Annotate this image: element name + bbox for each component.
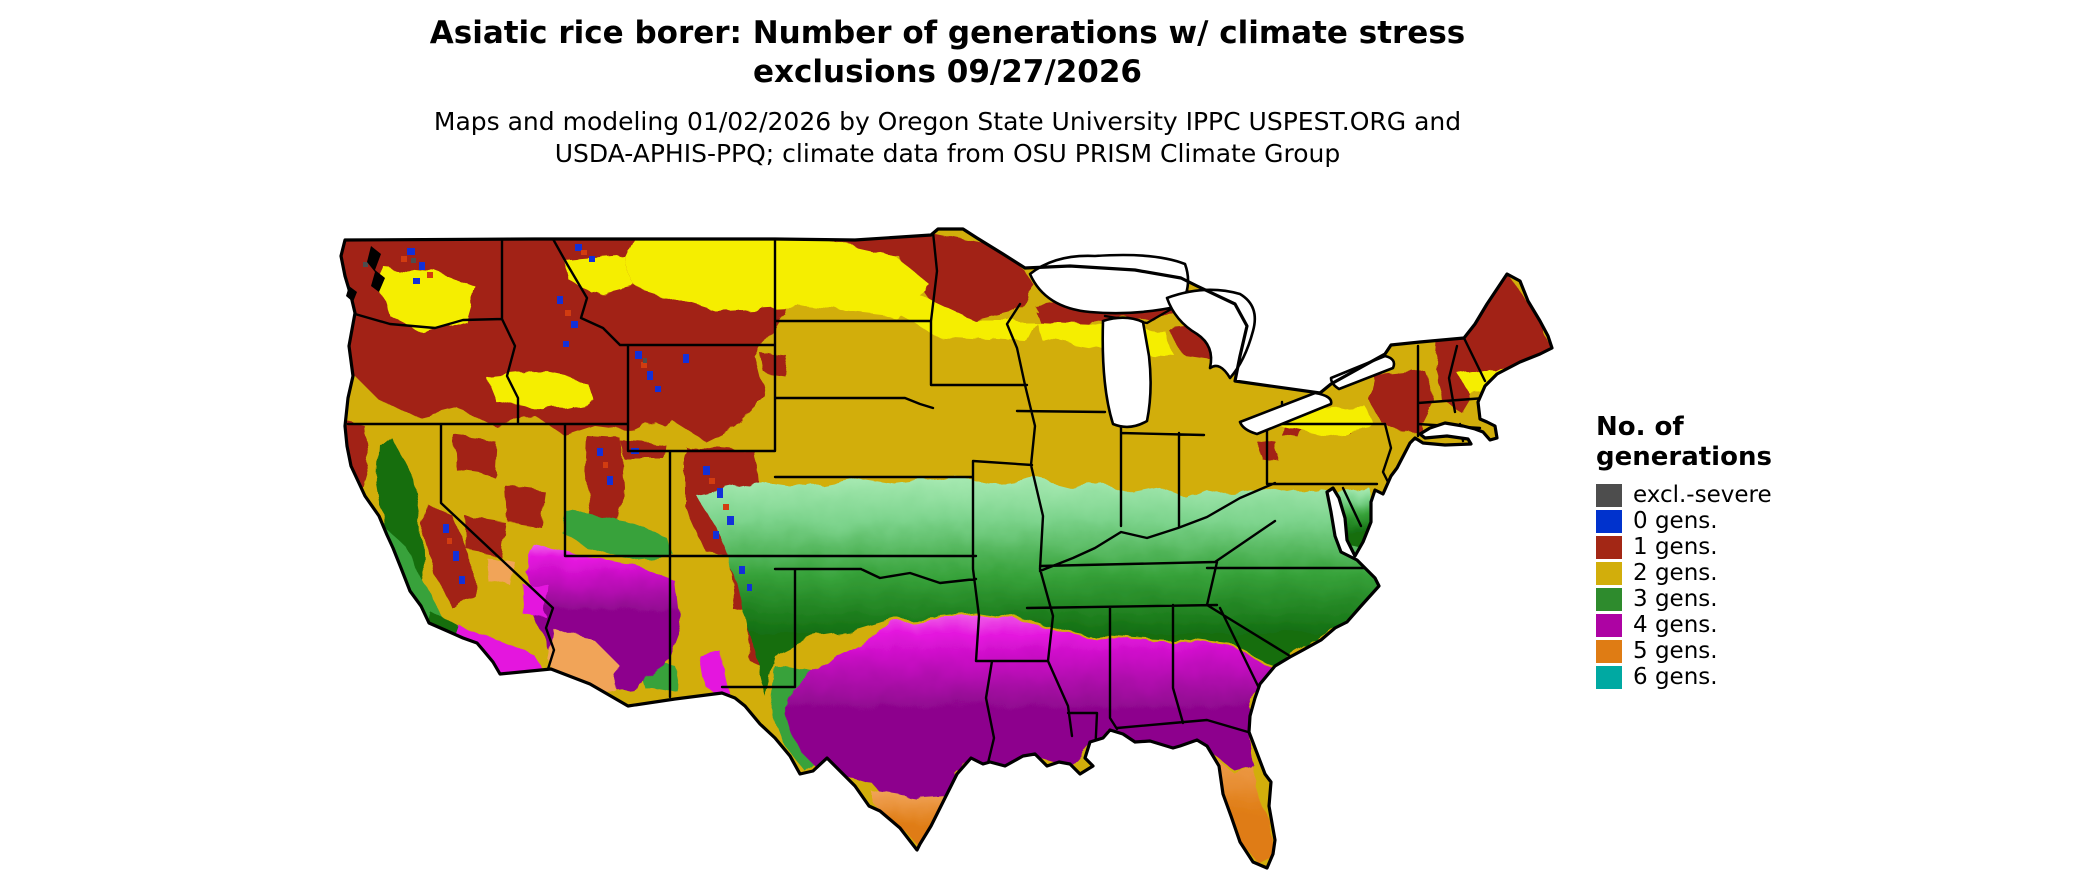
lake-erie <box>1238 391 1333 436</box>
zone-1gens-black-hills <box>760 353 787 374</box>
title-line-2: exclusions 09/27/2026 <box>753 54 1142 90</box>
legend-item-0-gens: 0 gens. <box>1596 510 1856 533</box>
legend-label: 6 gens. <box>1633 664 1718 690</box>
legend-title: No. of generations <box>1596 412 1856 472</box>
raster-bands <box>341 229 1550 862</box>
legend-item-2-gens: 2 gens. <box>1596 562 1856 585</box>
zone-3gens-california-coast <box>380 526 505 678</box>
page-title: Asiatic rice borer: Number of generation… <box>335 14 1560 92</box>
legend-item-5-gens: 5 gens. <box>1596 640 1856 663</box>
legend-title-line-1: No. of <box>1596 412 1684 442</box>
legend-title-line-2: generations <box>1596 442 1772 472</box>
zone-1gens-nevada-ranges <box>455 436 545 556</box>
legend-swatch-2-gens <box>1596 562 1622 585</box>
zone-excl-severe-peaks <box>363 258 647 363</box>
zone-6gens-florida-keys <box>1263 866 1269 868</box>
subtitle-line-2: USDA-APHIS-PPQ; climate data from OSU PR… <box>554 139 1341 168</box>
state-borders <box>346 230 1487 765</box>
legend-label: 5 gens. <box>1633 638 1718 664</box>
lake-michigan <box>1101 316 1152 429</box>
subtitle-line-1: Maps and modeling 01/02/2026 by Oregon S… <box>433 107 1462 136</box>
zone-1gens-wasatch <box>585 436 623 536</box>
legend-item-1-gens: 1 gens. <box>1596 536 1856 559</box>
puget-sound <box>346 246 385 302</box>
lake-superior <box>1028 253 1190 315</box>
zone-5gens-south-nevada <box>485 556 515 586</box>
legend-item-3-gens: 3 gens. <box>1596 588 1856 611</box>
zone-3gens-mogollon <box>560 511 675 561</box>
us-map-svg <box>339 227 1554 870</box>
zone-5gens-south-texas <box>871 791 960 848</box>
legend-label: 4 gens. <box>1633 612 1718 638</box>
zone-1gens-minnesota <box>895 229 1035 321</box>
zone-4gens-main-band <box>785 614 1290 824</box>
zone-2gens-bright-montana-center <box>565 256 635 296</box>
legend-item-4-gens: 4 gens. <box>1596 614 1856 637</box>
legend-swatch-5-gens <box>1596 640 1622 663</box>
zone-2gens-bright-columbia-basin <box>380 266 475 334</box>
legend-label: 3 gens. <box>1633 586 1718 612</box>
legend-label: 1 gens. <box>1633 534 1718 560</box>
legend-item-excl-severe: excl.-severe <box>1596 484 1856 507</box>
legend-item-6-gens: 6 gens. <box>1596 666 1856 689</box>
legend-label: excl.-severe <box>1633 482 1772 508</box>
great-lakes <box>1028 253 1396 436</box>
zone-2gens-bright-montana-dakota <box>625 234 931 316</box>
legend-swatch-6-gens <box>1596 666 1622 689</box>
zone-1gens-wyoming <box>620 331 715 426</box>
legend-swatch-excl-severe <box>1596 484 1622 507</box>
legend-label: 0 gens. <box>1633 508 1718 534</box>
legend-swatch-1-gens <box>1596 536 1622 559</box>
header: Asiatic rice borer: Number of generation… <box>335 14 1560 170</box>
legend-swatch-0-gens <box>1596 510 1622 533</box>
legend-swatch-4-gens <box>1596 614 1622 637</box>
legend: No. of generations excl.-severe 0 gens. … <box>1596 412 1856 692</box>
zone-1gens-green-white-mountains <box>1433 341 1475 411</box>
title-line-1: Asiatic rice borer: Number of generation… <box>429 15 1466 51</box>
legend-swatch-3-gens <box>1596 588 1622 611</box>
legend-label: 2 gens. <box>1633 560 1718 586</box>
zone-2gens-bright-snake-plain <box>485 371 595 411</box>
lake-huron <box>1165 288 1257 380</box>
zone-0gens-peaks <box>407 244 752 591</box>
zone-4gens-las-vegas <box>520 581 550 618</box>
us-generations-map <box>335 226 1560 888</box>
zone-3gens-main-band <box>695 476 1379 696</box>
map-subtitle: Maps and modeling 01/02/2026 by Oregon S… <box>335 106 1560 170</box>
zone-3gens-delmarva <box>1335 488 1375 548</box>
